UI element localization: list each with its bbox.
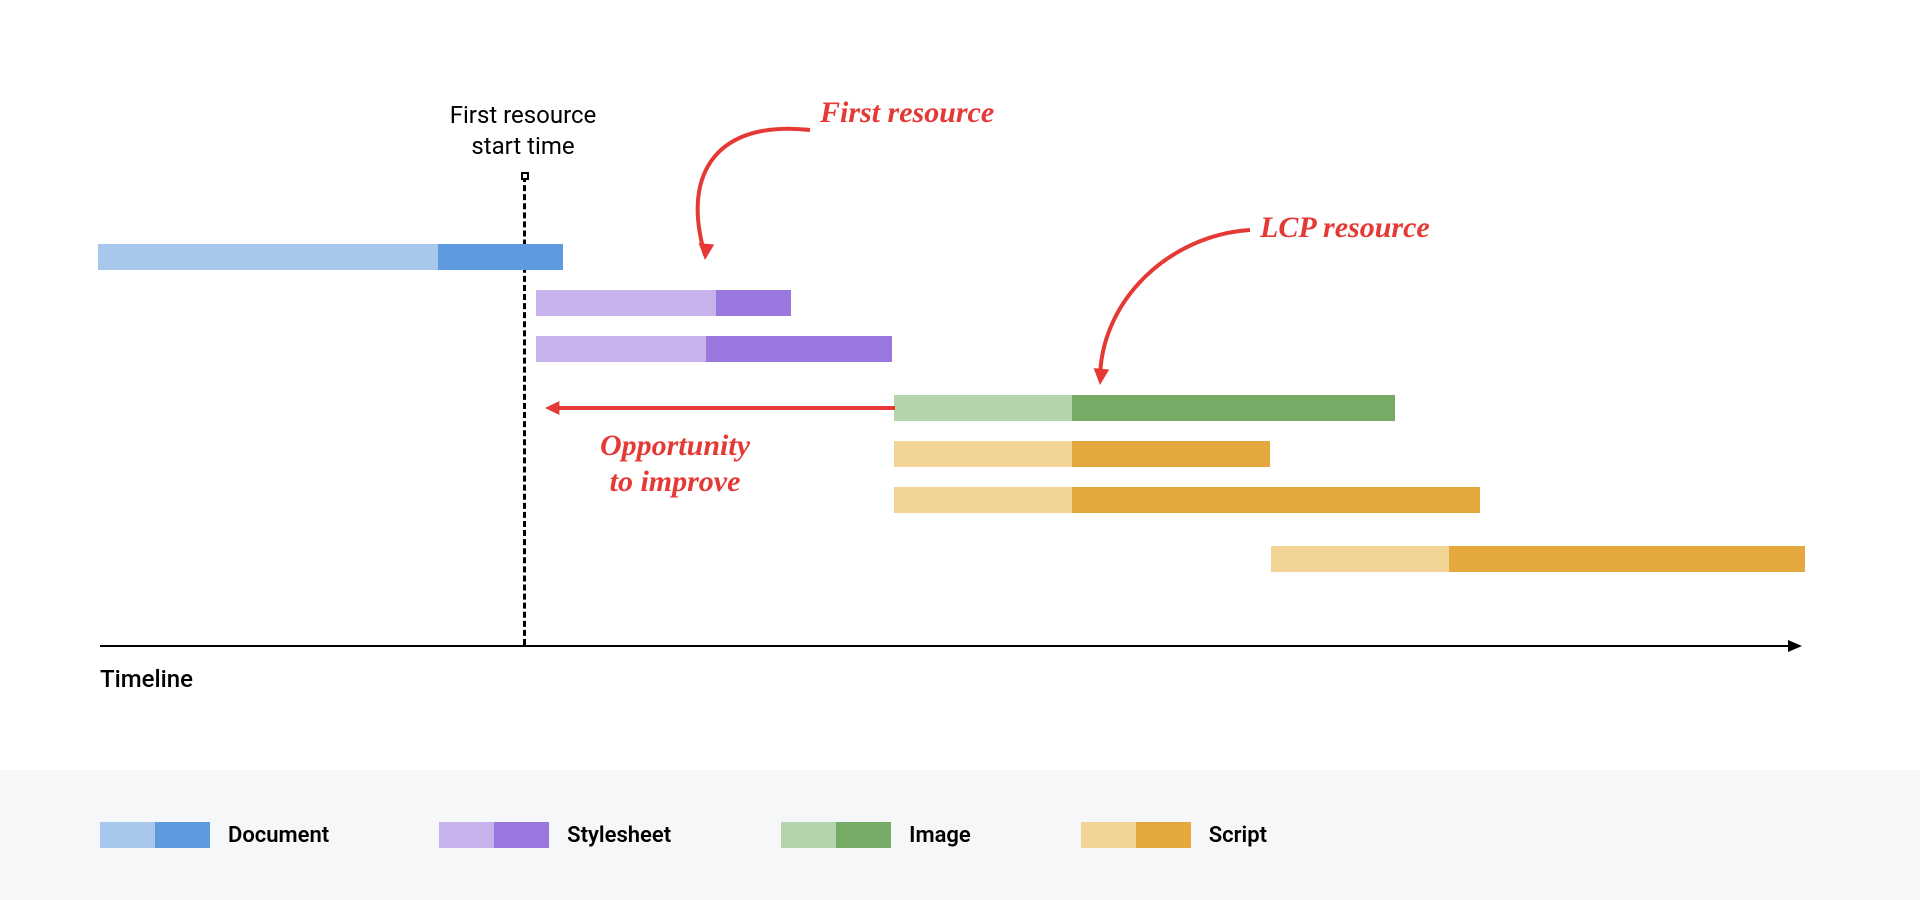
annotation-first-resource: First resource xyxy=(820,95,994,131)
first-resource-start-label: First resource start time xyxy=(413,100,633,162)
bar-stylesheet1 xyxy=(536,290,791,316)
legend-swatch xyxy=(1081,822,1191,848)
bar-stylesheet2 xyxy=(536,336,892,362)
legend-swatch xyxy=(781,822,891,848)
bar-document xyxy=(98,244,563,270)
legend-item-script: Script xyxy=(1081,822,1267,848)
timeline-axis-label: Timeline xyxy=(100,665,193,693)
legend-label: Document xyxy=(228,823,329,848)
legend-swatch xyxy=(100,822,210,848)
legend-label: Image xyxy=(909,823,971,848)
bar-script2 xyxy=(894,487,1480,513)
bar-script1 xyxy=(894,441,1270,467)
legend-swatch xyxy=(439,822,549,848)
waterfall-diagram: { "diagram": { "type": "waterfall-timeli… xyxy=(0,0,1920,900)
legend-item-image: Image xyxy=(781,822,971,848)
legend-item-stylesheet: Stylesheet xyxy=(439,822,671,848)
annotation-lcp-resource: LCP resource xyxy=(1260,210,1430,246)
legend-label: Stylesheet xyxy=(567,823,671,848)
legend: Document Stylesheet Image Script xyxy=(0,770,1920,900)
legend-label: Script xyxy=(1209,823,1267,848)
annotation-opportunity: Opportunity to improve xyxy=(600,428,750,500)
legend-item-document: Document xyxy=(100,822,329,848)
bar-image xyxy=(894,395,1395,421)
bar-script3 xyxy=(1271,546,1805,572)
first-resource-start-marker xyxy=(521,172,529,180)
timeline-axis xyxy=(100,645,1800,647)
